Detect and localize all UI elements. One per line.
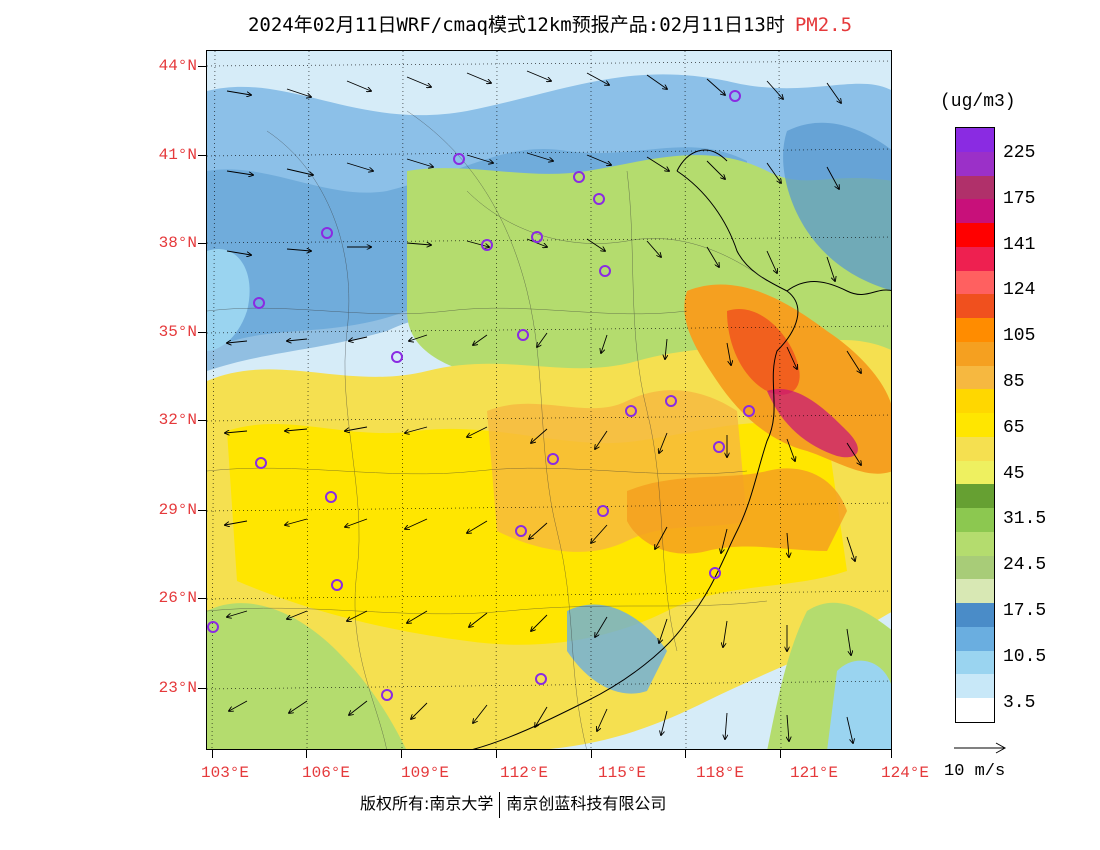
- legend-unit: (ug/m3): [940, 92, 1016, 112]
- title-pollutant: PM2.5: [794, 14, 853, 36]
- legend-swatch: [956, 389, 994, 414]
- lat-label-38: 38°N: [158, 234, 197, 252]
- lat-label-26: 26°N: [158, 589, 197, 607]
- legend-label: 85: [1003, 372, 1025, 392]
- legend-label: 141: [1003, 234, 1036, 255]
- pm25-forecast-map: [206, 50, 892, 750]
- legend-swatch: [956, 246, 994, 272]
- legend-swatch: [956, 294, 994, 319]
- lat-label-35: 35°N: [158, 323, 197, 341]
- legend-swatch: [956, 151, 994, 176]
- legend-swatch: [956, 223, 994, 248]
- legend-swatch: [956, 531, 994, 557]
- lon-label-109: 109°E: [400, 764, 450, 782]
- lon-label-118: 118°E: [695, 764, 745, 782]
- legend-swatch: [956, 128, 994, 153]
- map-field-svg: [207, 51, 891, 749]
- lon-tick: [780, 750, 781, 758]
- legend-swatch: [956, 674, 994, 699]
- lon-label-115: 115°E: [597, 764, 647, 782]
- station-markers: [207, 90, 755, 701]
- legend-swatch: [956, 650, 994, 675]
- lat-tick: [198, 598, 206, 599]
- graticule: [207, 51, 891, 749]
- lat-label-44: 44°N: [158, 57, 197, 75]
- legend-swatch: [956, 413, 994, 438]
- lon-tick: [306, 750, 307, 758]
- legend-swatch: [956, 270, 994, 295]
- lat-tick: [198, 688, 206, 689]
- legend-label: 3.5: [1003, 692, 1036, 713]
- legend-swatch: [956, 484, 994, 509]
- legend-swatch: [956, 555, 994, 580]
- legend-swatch: [956, 460, 994, 485]
- legend-swatch: [956, 365, 994, 390]
- legend-label: 124: [1003, 280, 1036, 301]
- lat-tick: [198, 420, 206, 421]
- legend-label: 31.5: [1003, 509, 1047, 530]
- legend-swatch: [956, 603, 994, 628]
- legend-swatch: [956, 626, 994, 652]
- legend-swatch: [956, 508, 994, 533]
- lat-label-32: 32°N: [158, 411, 197, 429]
- legend-swatch: [956, 318, 994, 343]
- map-title: 2024年02月11日WRF/cmaq模式12km预报产品:02月11日13时 P…: [0, 10, 1100, 37]
- concentration-field: [207, 51, 891, 749]
- legend-swatch: [956, 341, 994, 367]
- legend-label: 65: [1003, 417, 1025, 438]
- legend-colorbar: [955, 127, 995, 723]
- lon-tick: [401, 750, 402, 758]
- lat-label-41: 41°N: [158, 146, 197, 164]
- province-borders: [207, 110, 768, 749]
- legend-label: 10.5: [1003, 646, 1047, 667]
- copyright-left: 版权所有:南京大学: [360, 794, 494, 813]
- copyright-notice: 版权所有:南京大学 南京创蓝科技有限公司: [360, 790, 666, 818]
- legend-swatch: [956, 199, 994, 224]
- legend-swatch: [956, 175, 994, 200]
- lat-tick: [198, 66, 206, 67]
- lat-label-29: 29°N: [158, 501, 197, 519]
- lon-tick: [891, 750, 892, 758]
- legend-label: 175: [1003, 188, 1036, 209]
- lon-label-121: 121°E: [789, 764, 839, 782]
- lon-label-124: 124°E: [880, 764, 930, 782]
- lat-tick: [198, 243, 206, 244]
- legend-label: 17.5: [1003, 601, 1047, 621]
- legend-label: 45: [1003, 463, 1025, 484]
- lon-label-112: 112°E: [499, 764, 549, 782]
- title-main: 2024年02月11日WRF/cmaq模式12km预报产品:02月11日13时: [247, 14, 785, 36]
- lat-tick: [198, 155, 206, 156]
- legend-swatch: [956, 698, 994, 723]
- lon-tick: [496, 750, 497, 758]
- lon-label-106: 106°E: [301, 764, 351, 782]
- copyright-right: 南京创蓝科技有限公司: [506, 794, 667, 813]
- wind-reference-arrow: [954, 742, 1007, 754]
- wind-reference-label: 10 m/s: [944, 762, 1006, 781]
- lat-label-23: 23°N: [158, 679, 197, 697]
- lat-tick: [198, 510, 206, 511]
- lon-label-103: 103°E: [200, 764, 250, 782]
- legend-label: 105: [1003, 326, 1036, 347]
- lon-tick: [212, 750, 213, 758]
- wind-vectors: [225, 70, 861, 743]
- legend-swatch: [956, 579, 994, 604]
- lon-tick: [591, 750, 592, 758]
- legend-label: 225: [1003, 143, 1036, 163]
- copyright-separator: [499, 791, 501, 818]
- legend-label: 24.5: [1003, 555, 1047, 576]
- legend-swatch: [956, 436, 994, 462]
- coastline: [472, 149, 891, 749]
- lat-tick: [198, 332, 206, 333]
- lon-tick: [685, 750, 686, 758]
